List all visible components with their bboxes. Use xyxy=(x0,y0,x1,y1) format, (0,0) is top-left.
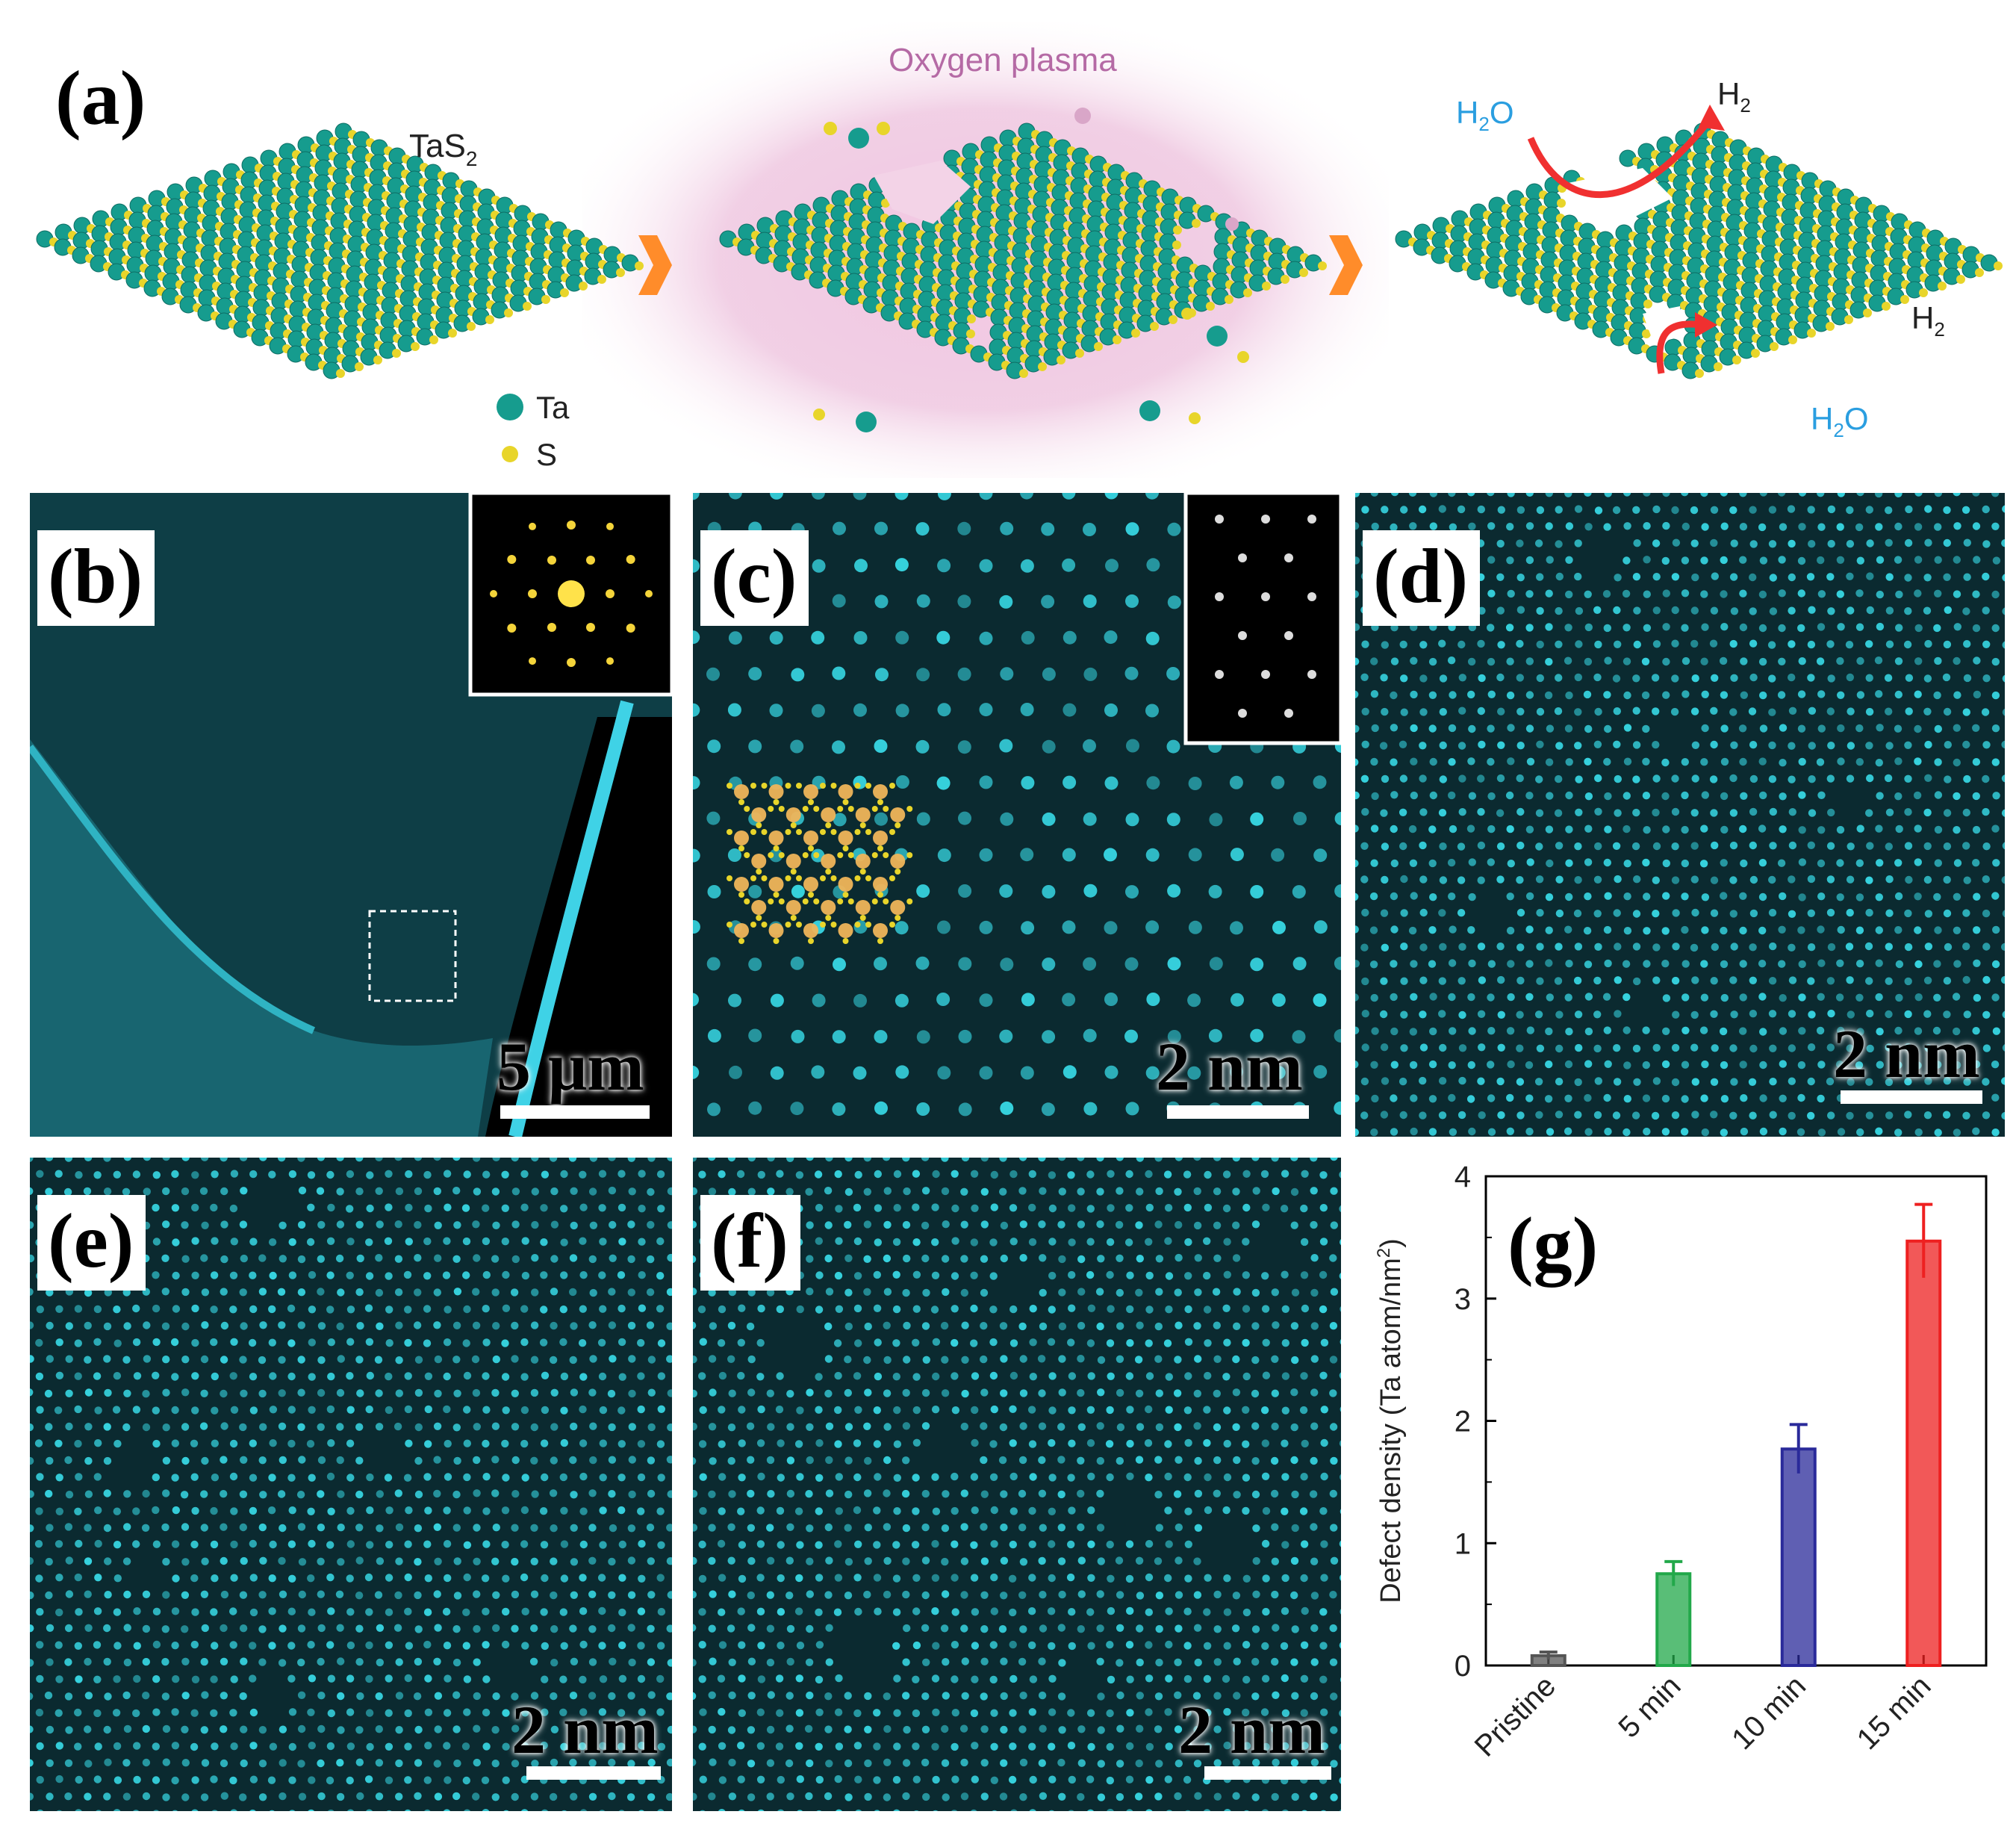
reaction-arrowhead-1 xyxy=(1699,105,1725,131)
legend-ta-label: Ta xyxy=(536,390,570,425)
defect-hole xyxy=(874,161,971,224)
atomic-lattice-d xyxy=(1355,493,2005,1137)
defect-hole xyxy=(1643,306,1684,344)
y-tick-label: 2 xyxy=(1455,1406,1471,1438)
reaction-arrowhead-2 xyxy=(1695,312,1717,338)
y-tick-label: 1 xyxy=(1455,1527,1471,1560)
defect-density-chart: 0 1 2 3 4 Defect density (Ta atom/nm2) Pristin… xyxy=(1374,1161,1988,1763)
y-tick-label: 0 xyxy=(1455,1650,1471,1683)
label-water-1: H2O xyxy=(1456,95,1513,135)
panel-label-c: (c) xyxy=(700,530,809,626)
scale-bar-f xyxy=(1204,1766,1331,1780)
selected-area-box xyxy=(368,910,457,1002)
atomic-lattice-f xyxy=(693,1158,1341,1811)
tas2-plasma-sheet xyxy=(719,122,1327,379)
panel-b: (b) 5 μm xyxy=(30,493,672,1137)
legend-ta-icon xyxy=(497,394,523,420)
scale-label-b: 5 μm xyxy=(497,1028,644,1105)
micrograph-f xyxy=(693,1158,1341,1811)
label-hydrogen-1: H2 xyxy=(1717,76,1751,117)
x-tick-label: Pristine xyxy=(1469,1669,1562,1763)
reaction-arrow-1 xyxy=(1527,117,1713,199)
diffraction-spots xyxy=(490,521,653,667)
simulated-pattern-spots xyxy=(1215,515,1316,718)
panel-label-b: (b) xyxy=(37,530,155,626)
sputtered-atoms xyxy=(813,108,1249,432)
y-tick-label: 3 xyxy=(1455,1283,1471,1316)
micrograph-b xyxy=(30,493,672,1137)
panel-label-g: (g) xyxy=(1508,1202,1599,1288)
label-tas2: TaS2 xyxy=(409,128,477,170)
scale-bar-d xyxy=(1841,1090,1982,1104)
scale-bar-b xyxy=(500,1105,650,1119)
scale-label-e: 2 nm xyxy=(511,1692,659,1768)
bar-3 xyxy=(1905,1239,1942,1668)
legend-s-icon xyxy=(502,446,518,462)
label-water-2: H2O xyxy=(1811,401,1868,441)
reaction-arrow-2 xyxy=(1656,320,1703,374)
panel-label-e: (e) xyxy=(37,1195,146,1291)
panel-e: (e) 2 nm xyxy=(30,1158,672,1811)
scale-label-f: 2 nm xyxy=(1178,1692,1325,1768)
scale-label-d: 2 nm xyxy=(1833,1016,1980,1092)
flake-lower-region xyxy=(30,739,493,1137)
y-axis-label: Defect density (Ta atom/nm2) xyxy=(1374,1238,1407,1603)
fft-inset xyxy=(1183,493,1341,745)
scale-bar-e xyxy=(526,1766,661,1780)
panel-label-d: (d) xyxy=(1363,530,1481,626)
panel-a: TaS2 Oxygen plasma Ta S H2O H2 H2 H2O (a… xyxy=(0,0,2016,485)
y-tick-label: 4 xyxy=(1455,1161,1471,1193)
process-arrow-1 xyxy=(638,235,672,295)
panel-d: (d) 2 nm xyxy=(1355,493,2005,1137)
flake-edge-highlight xyxy=(508,700,634,1137)
bar-1 xyxy=(1655,1572,1692,1667)
panel-f: (f) 2 nm xyxy=(693,1158,1341,1811)
schematic-a: TaS2 Oxygen plasma Ta S H2O H2 H2 H2O xyxy=(36,22,2003,478)
process-arrow-2 xyxy=(1329,235,1363,295)
panel-label-a: (a) xyxy=(55,55,146,141)
flake-edge-right xyxy=(485,717,672,1137)
panel-label-f: (f) xyxy=(700,1195,800,1291)
x-tick-label: 10 min xyxy=(1726,1669,1812,1756)
bar-2 xyxy=(1780,1447,1817,1667)
scale-label-c: 2 nm xyxy=(1156,1028,1303,1105)
panel-g: 0 1 2 3 4 Defect density (Ta atom/nm2) Pristin… xyxy=(1355,1158,2016,1838)
legend-s-label: S xyxy=(536,437,557,472)
tas2-pristine-sheet xyxy=(36,122,644,379)
flake-left-edge xyxy=(30,745,316,1034)
atom-model-overlay xyxy=(727,783,913,944)
x-tick-label: 5 min xyxy=(1612,1669,1687,1744)
label-hydrogen-2: H2 xyxy=(1911,300,1945,341)
label-oxygen-plasma: Oxygen plasma xyxy=(889,42,1117,78)
x-tick-label: 15 min xyxy=(1851,1669,1938,1756)
scale-bar-c xyxy=(1167,1105,1309,1119)
tas2-defective-sheet xyxy=(1395,122,2003,379)
panel-c: (c) 2 nm xyxy=(693,493,1341,1137)
